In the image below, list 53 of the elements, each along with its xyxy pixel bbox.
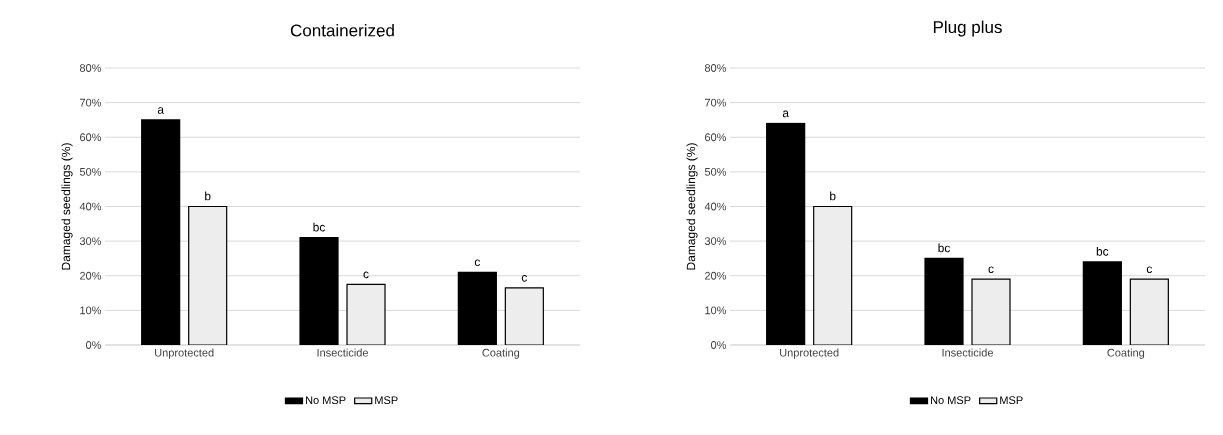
y-tick-label: 20% <box>80 271 102 280</box>
y-tick-label: 80% <box>704 64 727 72</box>
annotation: b <box>830 191 836 201</box>
bar <box>504 287 544 345</box>
y-tick-label: 20% <box>705 271 727 280</box>
bar <box>971 278 1011 345</box>
x-tick-label: Coating <box>1107 348 1145 359</box>
annotation: c <box>363 271 369 279</box>
x-tick-label: Insecticide <box>317 348 368 357</box>
bar <box>813 205 853 345</box>
annotation: c <box>988 266 994 273</box>
y-tick-label: 10% <box>705 306 727 315</box>
annotation: bc <box>938 243 951 253</box>
y-tick-label: 70% <box>80 98 102 107</box>
x-tick-label: Unprotected <box>780 348 839 359</box>
annotation: c <box>521 275 528 282</box>
y-tick-label: 60% <box>80 133 102 142</box>
annotation: bc <box>1096 246 1109 256</box>
annotation: c <box>474 259 481 267</box>
bar <box>346 283 386 345</box>
bar <box>1129 278 1169 345</box>
chart-title: Containerized <box>290 23 394 37</box>
annotation: bc <box>313 222 326 232</box>
legend-label: MSP <box>375 396 398 405</box>
y-tick-label: 0% <box>711 341 727 349</box>
y-axis-title: Damaged seedlings (%) <box>61 143 73 270</box>
y-tick-label: 50% <box>79 167 102 176</box>
bar <box>924 257 964 345</box>
y-tick-label: 0% <box>86 341 102 349</box>
y-tick-label: 10% <box>80 306 102 315</box>
bar <box>1082 261 1122 345</box>
annotation: c <box>1146 266 1153 273</box>
y-axis-title: Damaged seedlings (%) <box>686 143 698 270</box>
x-tick-label: Insecticide <box>942 348 993 357</box>
y-tick-label: 30% <box>704 237 727 246</box>
y-tick-label: 60% <box>705 133 727 142</box>
y-tick-label: 70% <box>705 98 727 107</box>
y-tick-label: 40% <box>704 202 727 211</box>
annotation: b <box>205 191 211 201</box>
annotation: a <box>157 107 165 114</box>
y-tick-label: 80% <box>79 64 102 72</box>
chart-title: Plug plus <box>933 20 1002 37</box>
bar <box>188 205 228 345</box>
annotation: a <box>782 110 789 118</box>
y-tick-label: 40% <box>79 202 102 211</box>
x-tick-label: Unprotected <box>155 348 214 359</box>
y-tick-label: 50% <box>704 167 727 176</box>
x-tick-label: Coating <box>482 348 520 359</box>
y-tick-label: 30% <box>79 237 102 246</box>
bar <box>766 122 806 345</box>
legend-label: MSP <box>1000 396 1023 405</box>
legend-label: No MSP <box>306 396 346 405</box>
legend-label: No MSP <box>931 396 971 405</box>
